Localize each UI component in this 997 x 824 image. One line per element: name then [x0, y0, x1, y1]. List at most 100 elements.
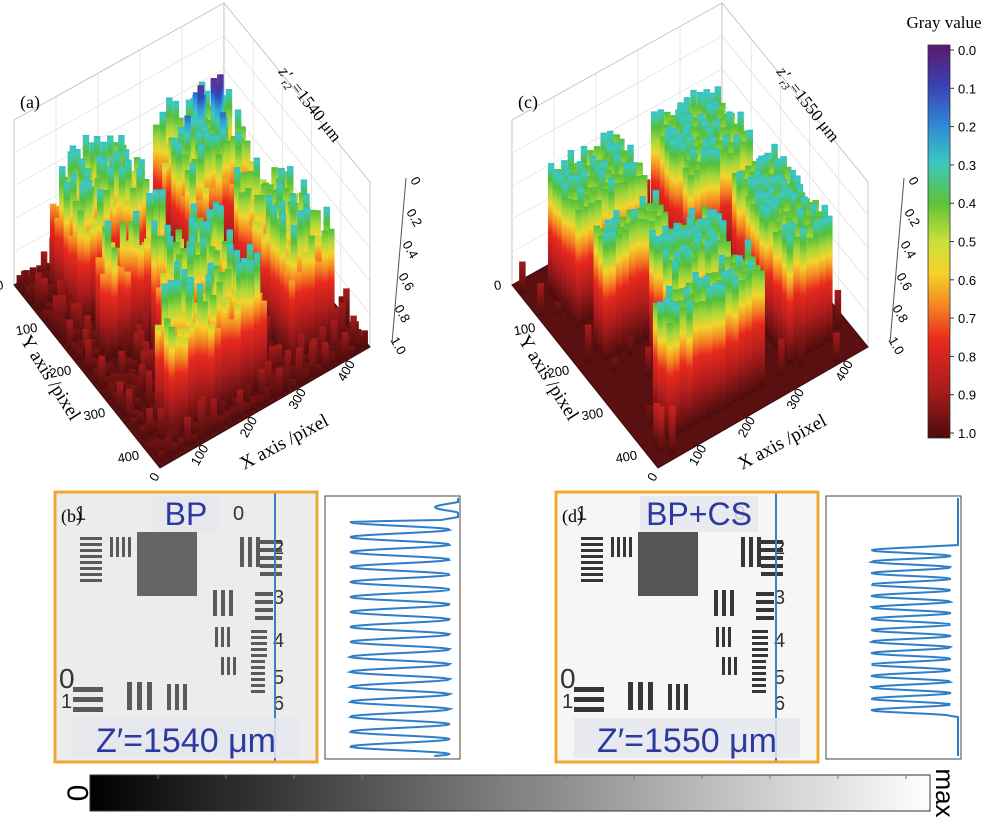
- target-bar: [668, 684, 672, 710]
- surface-column: [75, 302, 82, 337]
- surface-column: [265, 195, 273, 337]
- surface-column: [653, 236, 661, 365]
- target-bar: [251, 642, 267, 645]
- surface-column: [354, 329, 362, 352]
- surface-column: [626, 336, 634, 356]
- surface-column: [137, 411, 144, 425]
- surface-column: [348, 345, 355, 356]
- colorbar-title: Gray value: [906, 13, 981, 32]
- group-label: 4: [273, 630, 284, 652]
- surface-column: [122, 372, 130, 384]
- group-label: 1: [61, 691, 72, 713]
- surface-column: [49, 203, 57, 294]
- surface-column: [284, 349, 292, 383]
- target-bar: [80, 573, 102, 576]
- x-tick-label: 0: [644, 470, 661, 484]
- surface-column: [754, 192, 762, 325]
- surface-column: [134, 397, 142, 410]
- z-tick-label: 0.4: [399, 238, 421, 261]
- surface-panel: (a)z′r2=1540 μm00.20.40.60.81.0010020030…: [0, 1, 425, 484]
- y-tick-label: 300: [82, 405, 106, 424]
- target-bar: [761, 540, 783, 544]
- target-bar: [221, 590, 225, 616]
- surface-column: [585, 324, 592, 363]
- profile-curve: [346, 498, 459, 757]
- surface-column: [201, 301, 208, 421]
- target-bar: [255, 608, 273, 612]
- surface-column: [132, 409, 140, 419]
- surface-column: [653, 403, 660, 447]
- surface-column: [36, 265, 43, 277]
- surface-column: [162, 421, 169, 443]
- target-bar: [757, 537, 761, 567]
- surface-column: [98, 356, 106, 389]
- y-tick-label: 0: [493, 277, 503, 293]
- surface-column: [207, 324, 215, 418]
- surface-column: [149, 378, 157, 393]
- surface-column: [557, 173, 564, 305]
- grayscale-min: 0: [62, 785, 95, 802]
- surface-column: [328, 351, 336, 367]
- content: Gray value 0.0 0.1 0.2 0.3 0.4 0.5 0.6 0.7 0.8 0.9…: [0, 1, 982, 818]
- surface-column: [59, 294, 67, 330]
- surface-column: [833, 332, 840, 363]
- surface-column: [16, 275, 24, 288]
- target-bar: [581, 573, 603, 576]
- surface-column: [628, 221, 636, 347]
- surface-column: [107, 382, 115, 400]
- surface-column: [130, 385, 137, 404]
- z-tick-label: 0.2: [901, 206, 923, 229]
- y-tick-label: 300: [580, 405, 604, 424]
- surface-column: [575, 209, 582, 328]
- surface-column: [319, 326, 326, 356]
- group-label: 5: [774, 667, 785, 689]
- surface-column: [263, 387, 270, 403]
- target-bar: [251, 630, 267, 633]
- target-bar: [248, 537, 252, 567]
- target-bar: [251, 684, 265, 687]
- surface-column: [343, 288, 350, 326]
- surface-column: [177, 437, 185, 451]
- surface-column: [588, 202, 595, 321]
- target-bar: [752, 660, 766, 663]
- group-label: 0: [233, 503, 244, 525]
- surface-column: [54, 217, 61, 300]
- z-tick-label: 0: [905, 174, 922, 188]
- target-bar: [581, 537, 603, 540]
- surface-column: [234, 304, 241, 403]
- surface-column: [126, 388, 133, 423]
- surface-column: [253, 252, 261, 392]
- target-bar: [110, 537, 113, 557]
- surface-column: [233, 167, 241, 298]
- surface-column: [345, 329, 353, 341]
- surface-column: [66, 300, 73, 326]
- surface-column: [136, 168, 143, 295]
- surface-column: [188, 337, 195, 429]
- surface-column: [144, 238, 151, 339]
- title-box: [640, 496, 758, 532]
- surface-column: [104, 220, 112, 361]
- surface-column: [228, 183, 236, 268]
- z-tick-label: 0.6: [395, 270, 417, 293]
- colorbar-tick-label: 0.5: [958, 235, 976, 250]
- surface-column: [686, 301, 693, 429]
- surface-column: [230, 406, 237, 422]
- target-bar: [756, 608, 774, 612]
- surface-column: [240, 257, 248, 399]
- group-label: 3: [273, 587, 284, 609]
- surface-column: [777, 230, 785, 353]
- surface-column: [598, 235, 605, 356]
- surface-column: [73, 329, 80, 346]
- surface-column: [124, 271, 131, 350]
- z-axis: [391, 177, 407, 344]
- group-label: 3: [774, 587, 785, 609]
- surface-column: [291, 365, 298, 379]
- surface-column: [40, 251, 48, 283]
- target-bar: [80, 567, 102, 570]
- target-bar: [73, 697, 103, 702]
- target-bar: [648, 682, 653, 710]
- surface-column: [745, 277, 752, 396]
- target-bar: [80, 579, 102, 582]
- surface-column: [602, 231, 610, 361]
- y-tick-label: 0: [0, 277, 5, 293]
